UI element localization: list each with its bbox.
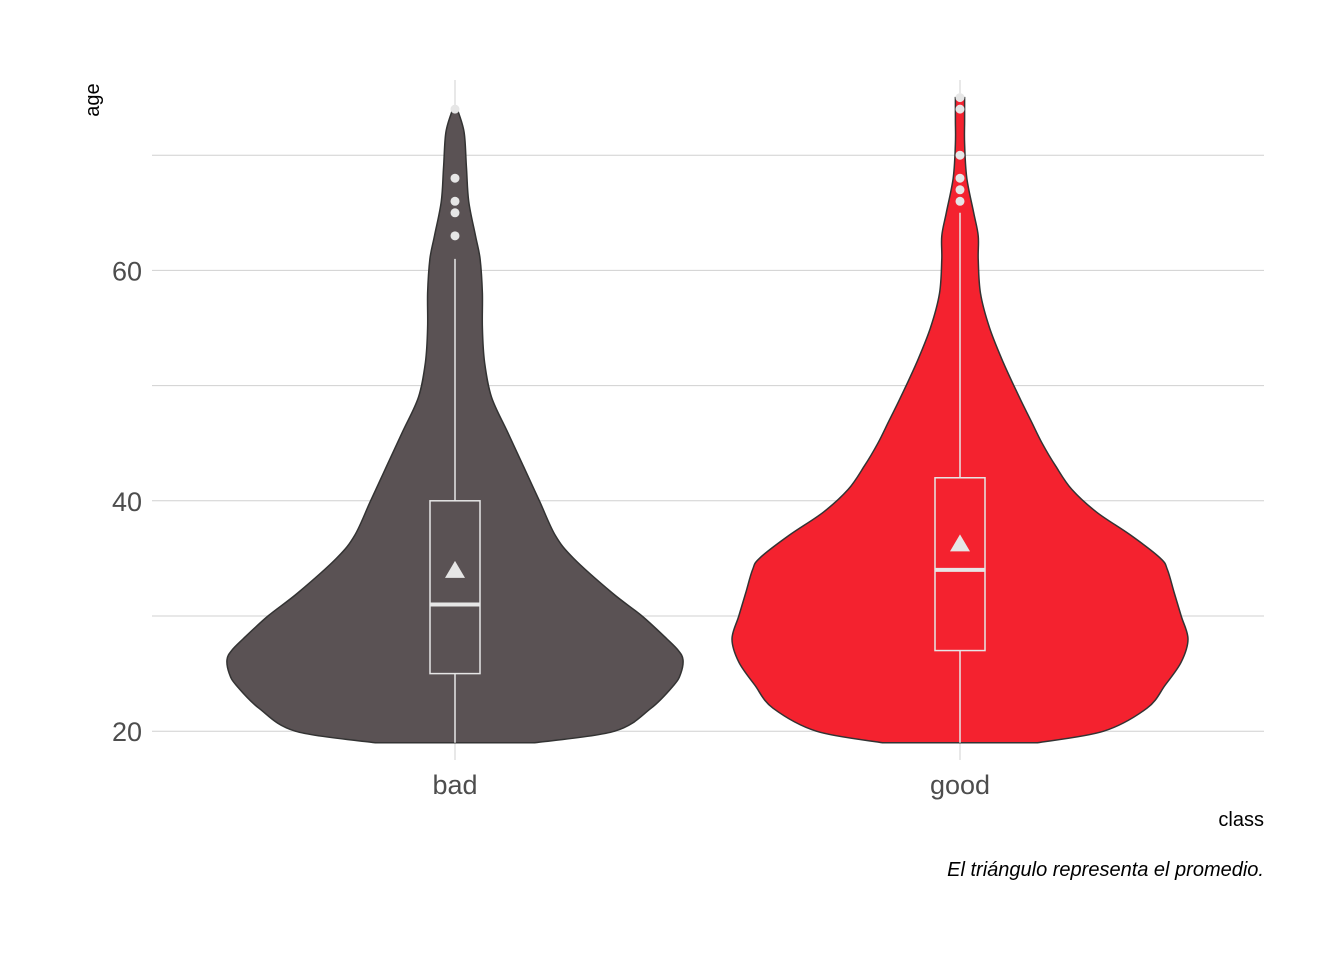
outlier-point-bad — [450, 196, 460, 206]
outlier-point-good — [955, 196, 965, 206]
axis-ticks: 20 40 60 bad good — [112, 256, 990, 800]
box-good — [934, 477, 986, 652]
outlier-point-good — [955, 93, 965, 103]
mean-triangle-good — [950, 534, 970, 552]
outlier-point-bad — [450, 173, 460, 183]
y-tick-label: 40 — [112, 487, 142, 517]
y-tick-label: 20 — [112, 717, 142, 747]
x-tick-label-good: good — [930, 770, 990, 800]
outlier-point-bad — [450, 208, 460, 218]
y-axis-title: age — [82, 83, 104, 116]
outlier-point-good — [955, 104, 965, 114]
outlier-points — [450, 93, 965, 241]
mean-triangle-bad — [445, 560, 465, 578]
y-tick-label: 60 — [112, 256, 142, 286]
boxplots — [429, 212, 986, 743]
outlier-point-bad — [450, 231, 460, 241]
violins — [226, 96, 1189, 744]
x-tick-label-bad: bad — [432, 770, 477, 800]
outlier-point-good — [955, 185, 965, 195]
chart-caption: El triángulo representa el promedio. — [947, 859, 1264, 881]
x-axis-title: class — [1218, 809, 1264, 831]
outlier-point-good — [955, 173, 965, 183]
outlier-point-good — [955, 150, 965, 160]
outlier-point-bad — [450, 104, 460, 114]
box-bad — [429, 500, 481, 675]
